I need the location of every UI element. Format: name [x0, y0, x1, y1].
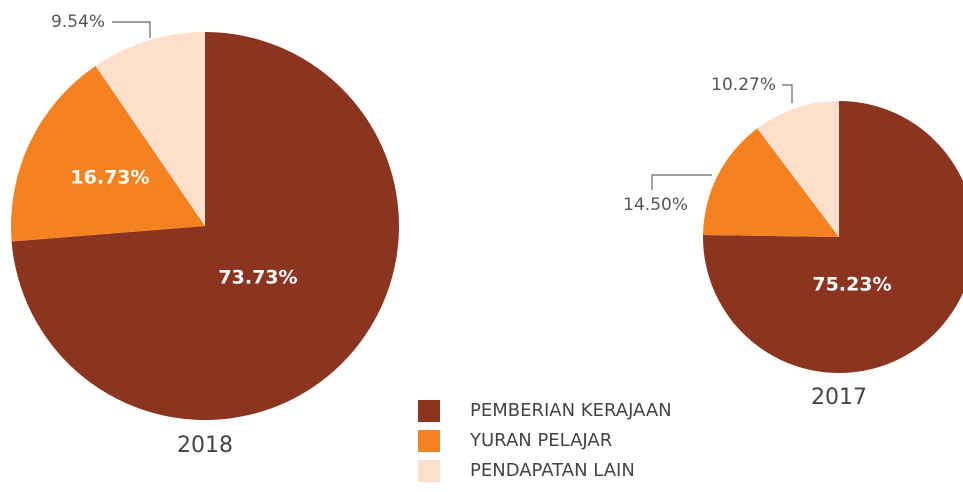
data-label: 73.73% [218, 267, 297, 289]
pie-slice [703, 101, 963, 373]
data-label: 9.54% [51, 12, 105, 32]
legend-swatch [418, 430, 440, 452]
data-label: 14.50% [623, 195, 688, 215]
pie-slice [95, 32, 205, 226]
pie-slice [11, 32, 400, 420]
data-label: 75.23% [812, 274, 891, 296]
data-label: 16.73% [70, 167, 149, 189]
legend-label: PEMBERIAN KERAJAAN [470, 400, 672, 421]
leader-line [651, 174, 712, 190]
legend-label: PENDAPATAN LAIN [470, 460, 635, 481]
data-label: 10.27% [711, 75, 776, 95]
pie-slice [10, 65, 205, 242]
leader-line [112, 21, 151, 38]
legend-label: YURAN PELAJAR [469, 430, 612, 451]
legend-swatch [418, 400, 440, 422]
leader-line [782, 84, 793, 103]
pie-slice [703, 128, 839, 237]
pie-title: 2017 [811, 385, 867, 410]
legend-swatch [418, 460, 440, 482]
pie-slice [757, 101, 839, 237]
pie-title: 2018 [177, 433, 233, 458]
